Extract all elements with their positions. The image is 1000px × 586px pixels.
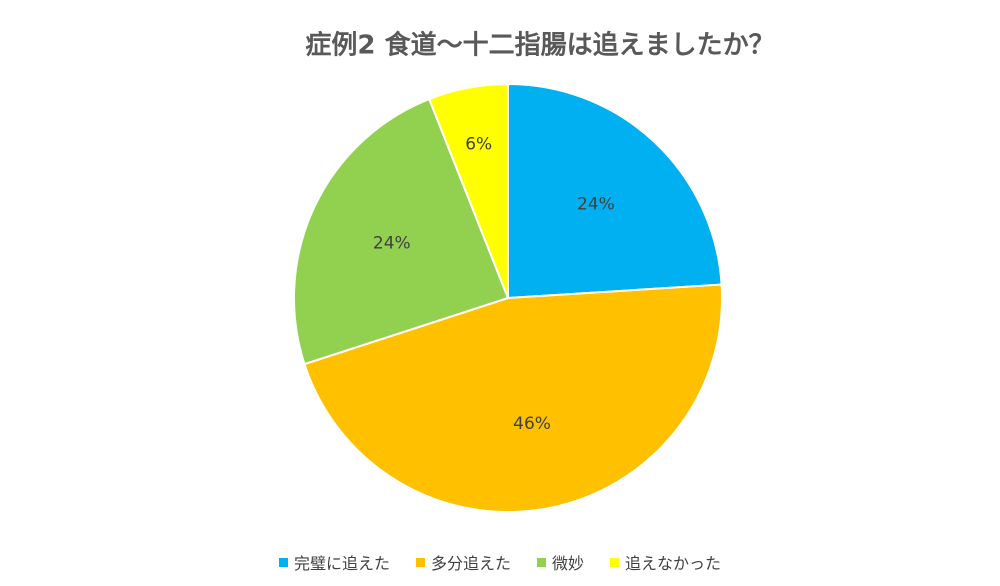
pie-slice xyxy=(303,283,723,513)
legend-item: 追えなかった xyxy=(610,550,721,574)
legend-swatch xyxy=(278,557,288,567)
legend-label: 多分追えた xyxy=(430,554,511,573)
chart-title: 症例2 食道〜十二指腸は追えましたか？ xyxy=(305,30,774,61)
data-label: 24% xyxy=(577,194,615,214)
legend-label: 完璧に追えた xyxy=(293,554,390,573)
legend-swatch xyxy=(610,557,620,567)
legend-label: 追えなかった xyxy=(625,554,722,573)
legend-label: 微妙 xyxy=(552,554,585,573)
legend-swatch xyxy=(415,557,425,567)
data-label: 24% xyxy=(373,233,411,253)
legend-item: 多分追えた xyxy=(415,550,511,574)
legend: 完璧に追えた 多分追えた 微妙 追えなかった xyxy=(0,550,1000,574)
data-label: 46% xyxy=(513,414,551,434)
pie-slice xyxy=(427,82,509,299)
legend-swatch xyxy=(537,557,546,567)
data-label: 6% xyxy=(465,135,492,155)
legend-item: 微妙 xyxy=(537,550,584,574)
legend-item: 完璧に追えた xyxy=(278,550,390,574)
pie-slice xyxy=(507,82,723,300)
